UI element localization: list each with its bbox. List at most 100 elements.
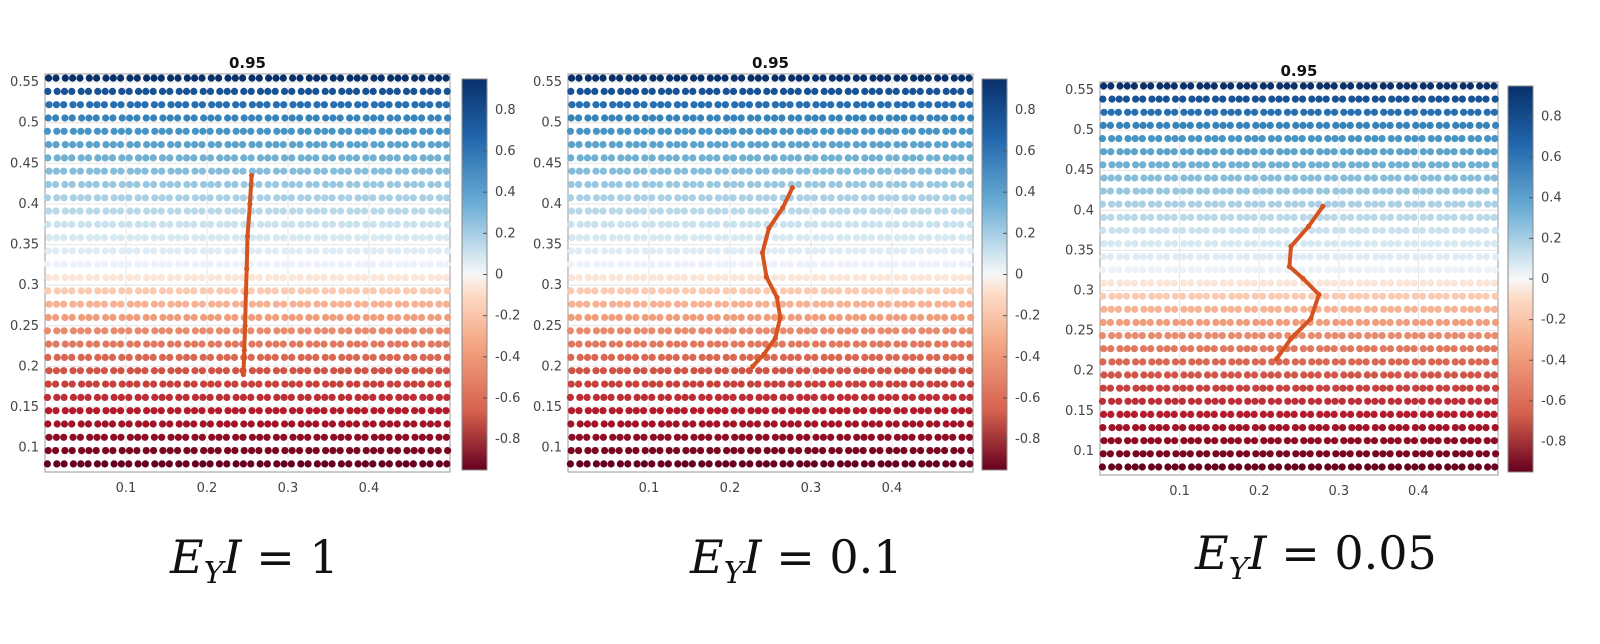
- particle-point: [174, 167, 182, 175]
- particle-point: [150, 180, 158, 189]
- particle-point: [224, 247, 232, 255]
- particle-point: [836, 194, 845, 202]
- particle-point: [223, 420, 231, 428]
- particle-point: [256, 460, 264, 468]
- particle-point: [183, 313, 191, 322]
- particle-point: [1210, 345, 1218, 353]
- particle-point: [263, 460, 271, 468]
- particle-point: [69, 194, 77, 202]
- particle-point: [714, 101, 722, 109]
- particle-point: [1116, 82, 1124, 90]
- particle-point: [442, 274, 450, 282]
- particle-point: [690, 207, 698, 215]
- particle-point: [616, 407, 624, 415]
- particle-point: [167, 433, 175, 441]
- particle-point: [966, 260, 974, 268]
- particle-point: [664, 300, 672, 308]
- particle-point: [1186, 318, 1194, 327]
- particle-point: [1354, 266, 1363, 274]
- particle-point: [1234, 305, 1242, 313]
- particle-point: [222, 433, 230, 441]
- particle-point: [1195, 135, 1203, 143]
- particle-point: [949, 154, 958, 162]
- particle-point: [738, 274, 746, 282]
- particle-point: [1154, 240, 1162, 248]
- particle-point: [885, 87, 893, 95]
- particle-point: [223, 460, 231, 468]
- particle-point: [576, 420, 584, 428]
- particle-point: [60, 460, 68, 468]
- particle-point: [730, 141, 738, 149]
- particle-point: [1476, 410, 1484, 418]
- particle-point: [1418, 266, 1426, 274]
- particle-point: [362, 114, 370, 122]
- particle-point: [1210, 410, 1218, 418]
- particle-point: [1394, 332, 1403, 340]
- particle-point: [1450, 82, 1458, 90]
- particle-point: [957, 87, 965, 95]
- particle-point: [353, 340, 361, 348]
- particle-point: [410, 380, 418, 388]
- particle-point: [1188, 95, 1196, 103]
- particle-point: [1468, 226, 1476, 235]
- particle-point: [762, 101, 770, 109]
- particle-point: [924, 340, 932, 348]
- particle-point: [60, 367, 68, 375]
- particle-point: [771, 313, 779, 322]
- particle-point: [754, 247, 762, 255]
- particle-point: [141, 327, 149, 335]
- particle-point: [665, 420, 673, 428]
- particle-point: [965, 274, 973, 282]
- particle-point: [1339, 450, 1347, 458]
- particle-point: [1243, 108, 1251, 116]
- particle-point: [1307, 371, 1315, 379]
- particle-point: [1276, 148, 1284, 156]
- particle-point: [402, 300, 410, 308]
- particle-point: [239, 460, 247, 468]
- particle-point: [1131, 332, 1139, 340]
- particle-point: [893, 74, 901, 82]
- particle-point: [174, 367, 182, 375]
- particle-point: [1410, 240, 1419, 248]
- particle-point: [714, 274, 722, 282]
- filament-point: [1288, 243, 1294, 249]
- particle-point: [321, 127, 329, 135]
- particle-point: [568, 141, 576, 149]
- particle-point: [1434, 135, 1443, 143]
- particle-point: [607, 393, 615, 401]
- colorbar-tick-label: -0.4: [1015, 350, 1040, 365]
- particle-point: [747, 74, 755, 82]
- particle-point: [338, 87, 346, 95]
- particle-point: [239, 101, 247, 109]
- particle-point: [232, 194, 240, 202]
- particle-point: [617, 420, 625, 428]
- particle-point: [1363, 82, 1371, 90]
- particle-point: [802, 274, 810, 282]
- particle-point: [1428, 226, 1436, 235]
- particle-point: [722, 287, 730, 295]
- particle-point: [1339, 292, 1347, 300]
- particle-point: [567, 154, 575, 162]
- particle-point: [1307, 200, 1315, 208]
- particle-point: [61, 180, 69, 189]
- particle-point: [787, 447, 795, 455]
- particle-point: [1155, 424, 1163, 432]
- particle-point: [1355, 187, 1363, 195]
- particle-point: [296, 74, 304, 82]
- particle-point: [1396, 410, 1404, 418]
- particle-point: [313, 167, 321, 175]
- particle-point: [1354, 240, 1362, 248]
- particle-point: [191, 407, 199, 415]
- particle-point: [93, 194, 101, 202]
- particle-point: [1474, 135, 1482, 143]
- caption-panel-1: EYI = 1: [170, 530, 339, 591]
- particle-point: [803, 260, 811, 268]
- particle-point: [411, 367, 419, 375]
- particle-point: [722, 393, 730, 401]
- particle-point: [640, 433, 648, 441]
- particle-point: [142, 420, 150, 428]
- particle-point: [599, 207, 607, 215]
- particle-point: [665, 114, 673, 122]
- particle-point: [616, 367, 624, 375]
- particle-point: [337, 300, 345, 308]
